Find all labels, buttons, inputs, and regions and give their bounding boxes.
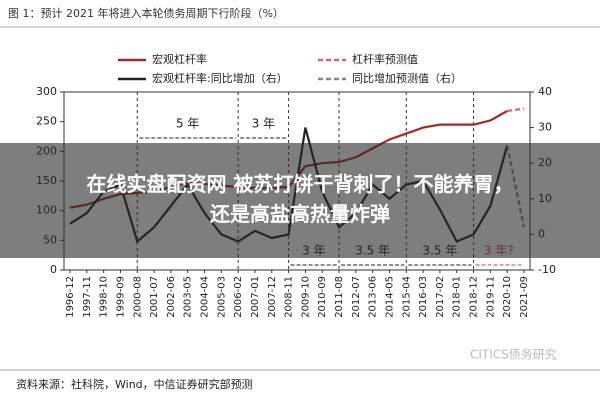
y-tick-label: 300 xyxy=(36,85,57,98)
x-tick-label: 2001-07 xyxy=(149,276,160,318)
x-tick-label: 1998-10 xyxy=(99,276,110,318)
x-tick-label: 2019-11 xyxy=(485,276,496,318)
x-tick-label: 2015-04 xyxy=(401,276,412,318)
x-tick-label: 2018-12 xyxy=(469,276,480,318)
source: 资料来源：社科院，Wind，中信证券研究部预测 xyxy=(16,377,253,391)
x-tick-label: 2009-10 xyxy=(300,276,311,318)
x-tick-label: 2012-07 xyxy=(351,276,362,318)
x-tick-label: 2014-05 xyxy=(384,276,395,318)
banner-line: 还是高盐高热量炸弹 xyxy=(210,202,390,226)
x-tick-label: 2021-09 xyxy=(519,276,530,318)
y-tick-label: 250 xyxy=(36,115,57,128)
annotation: 3 年 xyxy=(252,117,275,131)
x-tick-label: 2016-03 xyxy=(418,276,429,318)
x-tick-label: 2004-04 xyxy=(200,276,211,318)
x-tick-label: 2007-01 xyxy=(250,276,261,318)
x-tick-label: 2008-11 xyxy=(284,276,295,318)
y-tick-label: 0 xyxy=(50,263,57,276)
x-tick-label: 2018-01 xyxy=(452,276,463,318)
x-tick-label: 2010-09 xyxy=(317,276,328,318)
y2-tick-label: -10 xyxy=(538,263,556,276)
x-tick-label: 2002-06 xyxy=(166,276,177,318)
series-line xyxy=(507,107,525,113)
legend-label: 杠杆率预测值 xyxy=(352,52,418,66)
x-tick-label: 2013-06 xyxy=(368,276,379,318)
banner: 在线实盘配资网 被苏打饼干背刺了！不能养胃， 还是高盐高热量炸弹 xyxy=(0,143,600,258)
x-tick-label: 2005-03 xyxy=(216,276,227,318)
legend-label: 同比增加预测值（右） xyxy=(352,71,462,85)
x-tick-label: 2007-12 xyxy=(267,276,278,318)
y2-tick-label: 30 xyxy=(538,121,552,134)
banner-line: 在线实盘配资网 被苏打饼干背刺了！不能养胃， xyxy=(86,172,514,196)
annotation: 5 年 xyxy=(176,117,199,131)
x-tick-label: 2000-08 xyxy=(132,276,143,318)
x-tick-label: 2017-02 xyxy=(435,276,446,318)
x-tick-label: 2003-05 xyxy=(183,276,194,318)
x-tick-label: 1997-11 xyxy=(82,276,93,318)
chart-title: 图 1：预计 2021 年将进入本轮债务周期下行阶段（%） xyxy=(8,6,284,20)
y2-tick-label: 40 xyxy=(538,85,552,98)
legend-label: 宏观杠杆率:同比增加（右） xyxy=(152,71,288,85)
x-tick-label: 1999-09 xyxy=(115,276,126,318)
x-tick-label: 2006-02 xyxy=(233,276,244,318)
x-tick-label: 2011-08 xyxy=(334,276,345,318)
watermark: CITICS债务研究 xyxy=(470,347,557,362)
x-tick-label: 2020-10 xyxy=(502,276,513,318)
x-tick-label: 1996-12 xyxy=(65,276,76,318)
legend-label: 宏观杠杆率 xyxy=(152,52,207,66)
